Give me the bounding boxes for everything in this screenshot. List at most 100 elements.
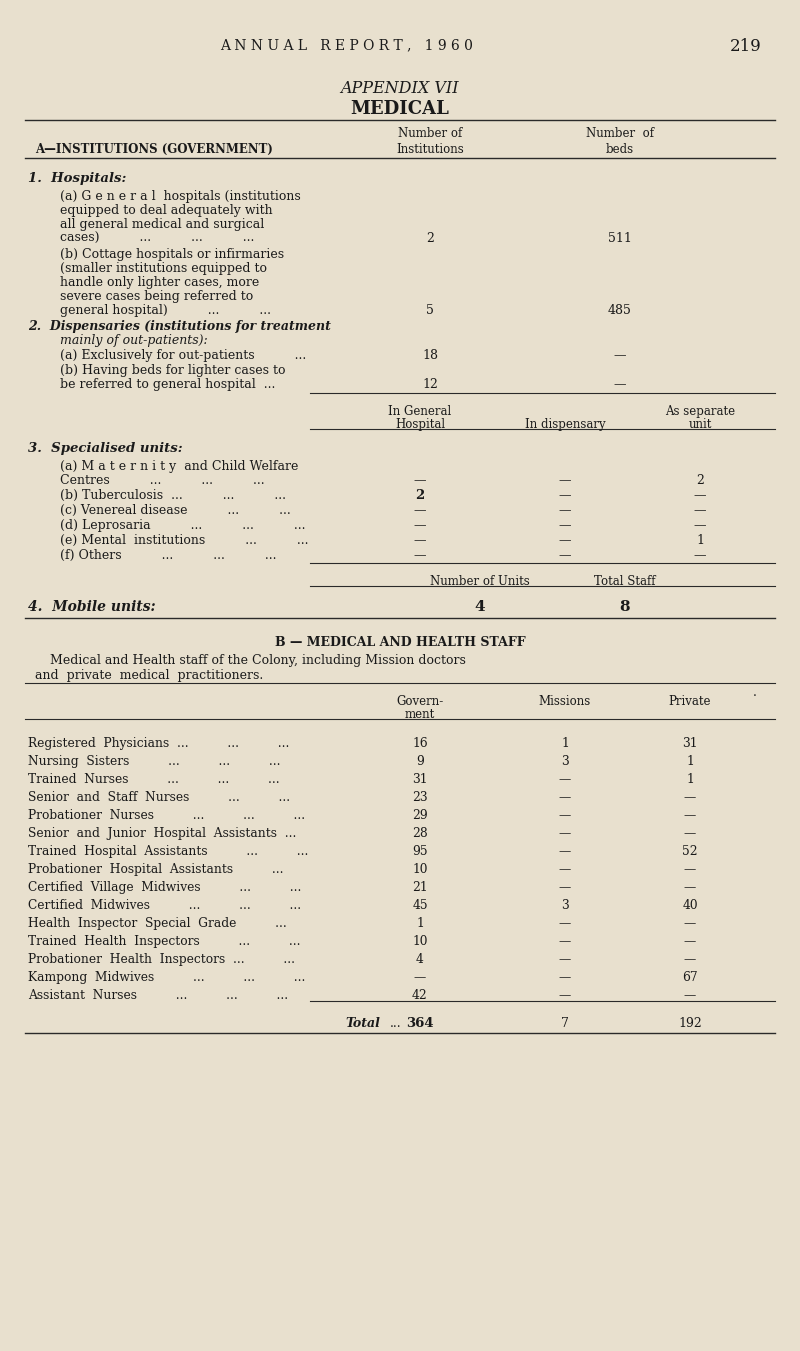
Text: 1: 1: [696, 534, 704, 547]
Text: 192: 192: [678, 1017, 702, 1029]
Text: Total: Total: [345, 1017, 380, 1029]
Text: 29: 29: [412, 809, 428, 821]
Text: —: —: [414, 504, 426, 517]
Text: Trained  Nurses          ...          ...          ...: Trained Nurses ... ... ...: [28, 773, 280, 786]
Text: —: —: [559, 773, 571, 786]
Text: (a) Exclusively for out-patients          ...: (a) Exclusively for out-patients ...: [60, 349, 306, 362]
Text: Probationer  Health  Inspectors  ...          ...: Probationer Health Inspectors ... ...: [28, 952, 295, 966]
Text: severe cases being referred to: severe cases being referred to: [60, 290, 254, 303]
Text: handle only lighter cases, more: handle only lighter cases, more: [60, 276, 259, 289]
Text: Certified  Village  Midwives          ...          ...: Certified Village Midwives ... ...: [28, 881, 302, 894]
Text: and  private  medical  practitioners.: and private medical practitioners.: [35, 669, 263, 682]
Text: —: —: [684, 863, 696, 875]
Text: ment: ment: [405, 708, 435, 721]
Text: beds: beds: [606, 143, 634, 155]
Text: Probationer  Nurses          ...          ...          ...: Probationer Nurses ... ... ...: [28, 809, 305, 821]
Text: —: —: [559, 790, 571, 804]
Text: ·: ·: [753, 690, 757, 703]
Text: 7: 7: [561, 1017, 569, 1029]
Text: (d) Leprosaria          ...          ...          ...: (d) Leprosaria ... ... ...: [60, 519, 306, 532]
Text: APPENDIX VII: APPENDIX VII: [341, 80, 459, 97]
Text: 2: 2: [426, 232, 434, 245]
Text: —: —: [684, 917, 696, 929]
Text: —: —: [414, 971, 426, 984]
Text: As separate: As separate: [665, 405, 735, 417]
Text: 67: 67: [682, 971, 698, 984]
Text: —: —: [558, 519, 571, 532]
Text: 1: 1: [561, 738, 569, 750]
Text: Number of Units: Number of Units: [430, 576, 530, 588]
Text: —: —: [684, 790, 696, 804]
Text: —: —: [558, 504, 571, 517]
Text: cases)          ...          ...          ...: cases) ... ... ...: [60, 232, 254, 245]
Text: 16: 16: [412, 738, 428, 750]
Text: MEDICAL: MEDICAL: [350, 100, 450, 118]
Text: —: —: [414, 549, 426, 562]
Text: Centres          ...          ...          ...: Centres ... ... ...: [60, 474, 265, 486]
Text: 42: 42: [412, 989, 428, 1002]
Text: —: —: [558, 474, 571, 486]
Text: general hospital)          ...          ...: general hospital) ... ...: [60, 304, 271, 317]
Text: 52: 52: [682, 844, 698, 858]
Text: 12: 12: [422, 378, 438, 390]
Text: all general medical and surgical: all general medical and surgical: [60, 218, 264, 231]
Text: —: —: [559, 863, 571, 875]
Text: (b) Cottage hospitals or infirmaries: (b) Cottage hospitals or infirmaries: [60, 249, 284, 261]
Text: Certified  Midwives          ...          ...          ...: Certified Midwives ... ... ...: [28, 898, 301, 912]
Text: 2: 2: [415, 489, 425, 503]
Text: 4.  Mobile units:: 4. Mobile units:: [28, 600, 156, 613]
Text: 5: 5: [426, 304, 434, 317]
Text: (a) G e n e r a l  hospitals (institutions: (a) G e n e r a l hospitals (institution…: [60, 190, 301, 203]
Text: equipped to deal adequately with: equipped to deal adequately with: [60, 204, 273, 218]
Text: Total Staff: Total Staff: [594, 576, 656, 588]
Text: 31: 31: [682, 738, 698, 750]
Text: Senior  and  Staff  Nurses          ...          ...: Senior and Staff Nurses ... ...: [28, 790, 290, 804]
Text: —: —: [694, 519, 706, 532]
Text: Senior  and  Junior  Hospital  Assistants  ...: Senior and Junior Hospital Assistants ..…: [28, 827, 296, 840]
Text: 28: 28: [412, 827, 428, 840]
Text: Institutions: Institutions: [396, 143, 464, 155]
Text: —: —: [559, 952, 571, 966]
Text: In General: In General: [388, 405, 452, 417]
Text: 8: 8: [620, 600, 630, 613]
Text: —: —: [684, 827, 696, 840]
Text: A—INSTITUTIONS (GOVERNMENT): A—INSTITUTIONS (GOVERNMENT): [35, 143, 273, 155]
Text: (b) Having beds for lighter cases to: (b) Having beds for lighter cases to: [60, 363, 286, 377]
Text: —: —: [559, 971, 571, 984]
Text: Health  Inspector  Special  Grade          ...: Health Inspector Special Grade ...: [28, 917, 286, 929]
Text: In dispensary: In dispensary: [525, 417, 606, 431]
Text: —: —: [694, 549, 706, 562]
Text: —: —: [694, 504, 706, 517]
Text: Govern-: Govern-: [396, 694, 444, 708]
Text: 3: 3: [561, 898, 569, 912]
Text: B — MEDICAL AND HEALTH STAFF: B — MEDICAL AND HEALTH STAFF: [274, 636, 526, 648]
Text: Assistant  Nurses          ...          ...          ...: Assistant Nurses ... ... ...: [28, 989, 288, 1002]
Text: —: —: [558, 534, 571, 547]
Text: —: —: [414, 474, 426, 486]
Text: 1: 1: [416, 917, 424, 929]
Text: A N N U A L   R E P O R T ,   1 9 6 0: A N N U A L R E P O R T , 1 9 6 0: [220, 38, 473, 51]
Text: —: —: [414, 519, 426, 532]
Text: (b) Tuberculosis  ...          ...          ...: (b) Tuberculosis ... ... ...: [60, 489, 286, 503]
Text: 21: 21: [412, 881, 428, 894]
Text: —: —: [684, 935, 696, 948]
Text: —: —: [559, 881, 571, 894]
Text: 3: 3: [561, 755, 569, 767]
Text: 9: 9: [416, 755, 424, 767]
Text: unit: unit: [688, 417, 712, 431]
Text: 23: 23: [412, 790, 428, 804]
Text: 3.  Specialised units:: 3. Specialised units:: [28, 442, 182, 455]
Text: (f) Others          ...          ...          ...: (f) Others ... ... ...: [60, 549, 277, 562]
Text: —: —: [559, 917, 571, 929]
Text: 1.  Hospitals:: 1. Hospitals:: [28, 172, 126, 185]
Text: —: —: [559, 989, 571, 1002]
Text: Number  of: Number of: [586, 127, 654, 141]
Text: 1: 1: [686, 755, 694, 767]
Text: 10: 10: [412, 863, 428, 875]
Text: 31: 31: [412, 773, 428, 786]
Text: —: —: [559, 935, 571, 948]
Text: 45: 45: [412, 898, 428, 912]
Text: mainly of out-patients):: mainly of out-patients):: [60, 334, 208, 347]
Text: 4: 4: [474, 600, 486, 613]
Text: —: —: [559, 809, 571, 821]
